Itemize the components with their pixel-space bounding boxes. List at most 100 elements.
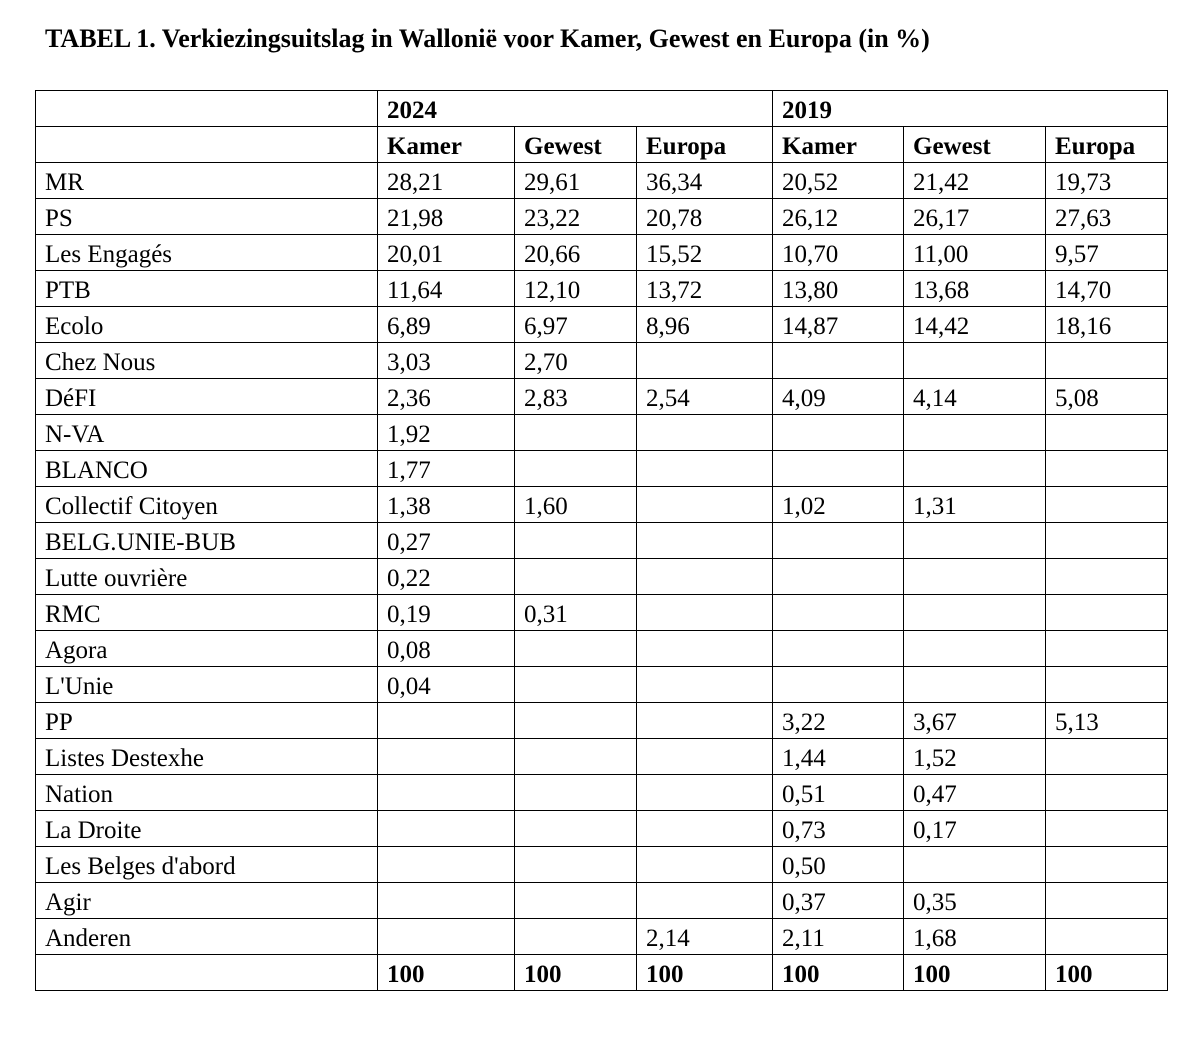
empty-cell: [636, 558, 773, 595]
empty-cell: [636, 846, 773, 883]
total-cell: 100: [377, 954, 515, 991]
column-header: Gewest: [514, 126, 637, 163]
percentage: 5,13: [1045, 702, 1168, 739]
percentage: 2,36: [377, 378, 515, 415]
percentage: 29,61: [514, 162, 637, 199]
percentage: 18,16: [1045, 306, 1168, 343]
percentage: 0,22: [377, 558, 515, 595]
percentage: 11,64: [377, 270, 515, 307]
party-name: Listes Destexhe: [35, 738, 378, 775]
percentage: 1,02: [772, 486, 904, 523]
empty-cell: [1045, 774, 1168, 811]
total-row: 100 100 100 100 100 100: [35, 954, 1168, 991]
percentage: 20,78: [636, 198, 773, 235]
empty-cell: [514, 810, 637, 847]
column-header: Europa: [1045, 126, 1168, 163]
party-name: Agora: [35, 630, 378, 667]
empty-cell: [514, 774, 637, 811]
data-row: La Droite 0,73 0,17: [35, 810, 1168, 847]
party-name: Agir: [35, 882, 378, 919]
empty-cell: [1045, 558, 1168, 595]
percentage: 36,34: [636, 162, 773, 199]
percentage: 21,98: [377, 198, 515, 235]
party-name: BELG.UNIE-BUB: [35, 522, 378, 559]
percentage: 14,87: [772, 306, 904, 343]
empty-cell: [772, 630, 904, 667]
data-row: Nation 0,51 0,47: [35, 774, 1168, 811]
empty-cell: [1045, 342, 1168, 379]
empty-cell: [377, 918, 515, 955]
data-row: L'Unie 0,04: [35, 666, 1168, 703]
empty-cell: [377, 810, 515, 847]
percentage: 0,31: [514, 594, 637, 631]
empty-cell: [772, 450, 904, 487]
party-name: PTB: [35, 270, 378, 307]
empty-cell: [636, 666, 773, 703]
empty-cell: [514, 846, 637, 883]
empty-cell: [514, 666, 637, 703]
percentage: 26,12: [772, 198, 904, 235]
empty-cell: [903, 666, 1046, 703]
percentage: 0,47: [903, 774, 1046, 811]
percentage: 2,14: [636, 918, 773, 955]
empty-cell: [1045, 666, 1168, 703]
party-name: PS: [35, 198, 378, 235]
empty-cell: [514, 738, 637, 775]
percentage: 0,17: [903, 810, 1046, 847]
data-row: PTB 11,64 12,10 13,72 13,80 13,68 14,70: [35, 270, 1168, 307]
empty-cell: [1045, 486, 1168, 523]
percentage: 10,70: [772, 234, 904, 271]
percentage: 3,67: [903, 702, 1046, 739]
empty-cell: [1045, 918, 1168, 955]
percentage: 2,54: [636, 378, 773, 415]
percentage: 1,92: [377, 414, 515, 451]
percentage: 15,52: [636, 234, 773, 271]
party-name: BLANCO: [35, 450, 378, 487]
percentage: 28,21: [377, 162, 515, 199]
empty-cell: [903, 450, 1046, 487]
party-name: Chez Nous: [35, 342, 378, 379]
percentage: 4,14: [903, 378, 1046, 415]
year-header: 2019: [772, 90, 1168, 127]
empty-cell: [514, 450, 637, 487]
percentage: 2,83: [514, 378, 637, 415]
empty-cell: [903, 630, 1046, 667]
empty-cell: [1045, 738, 1168, 775]
empty-cell: [772, 342, 904, 379]
empty-cell: [514, 702, 637, 739]
party-name: Les Engagés: [35, 234, 378, 271]
percentage: 26,17: [903, 198, 1046, 235]
percentage: 1,68: [903, 918, 1046, 955]
empty-cell: [636, 414, 773, 451]
percentage: 9,57: [1045, 234, 1168, 271]
data-row: Ecolo 6,89 6,97 8,96 14,87 14,42 18,16: [35, 306, 1168, 343]
percentage: 3,03: [377, 342, 515, 379]
data-row: Les Belges d'abord 0,50: [35, 846, 1168, 883]
empty-cell: [1045, 594, 1168, 631]
empty-cell: [772, 558, 904, 595]
column-header: Gewest: [903, 126, 1046, 163]
percentage: 5,08: [1045, 378, 1168, 415]
percentage: 8,96: [636, 306, 773, 343]
party-name: Anderen: [35, 918, 378, 955]
percentage: 13,72: [636, 270, 773, 307]
column-header: Europa: [636, 126, 773, 163]
percentage: 1,60: [514, 486, 637, 523]
data-row: BELG.UNIE-BUB 0,27: [35, 522, 1168, 559]
percentage: 21,42: [903, 162, 1046, 199]
empty-cell: [377, 738, 515, 775]
percentage: 1,38: [377, 486, 515, 523]
empty-cell: [1045, 882, 1168, 919]
empty-cell: [772, 666, 904, 703]
empty-cell: [514, 414, 637, 451]
party-name: L'Unie: [35, 666, 378, 703]
column-header: Kamer: [772, 126, 904, 163]
percentage: 12,10: [514, 270, 637, 307]
empty-cell: [903, 342, 1046, 379]
percentage: 1,52: [903, 738, 1046, 775]
percentage: 1,44: [772, 738, 904, 775]
empty-cell: [772, 522, 904, 559]
empty-cell: [636, 450, 773, 487]
percentage: 6,89: [377, 306, 515, 343]
percentage: 20,66: [514, 234, 637, 271]
